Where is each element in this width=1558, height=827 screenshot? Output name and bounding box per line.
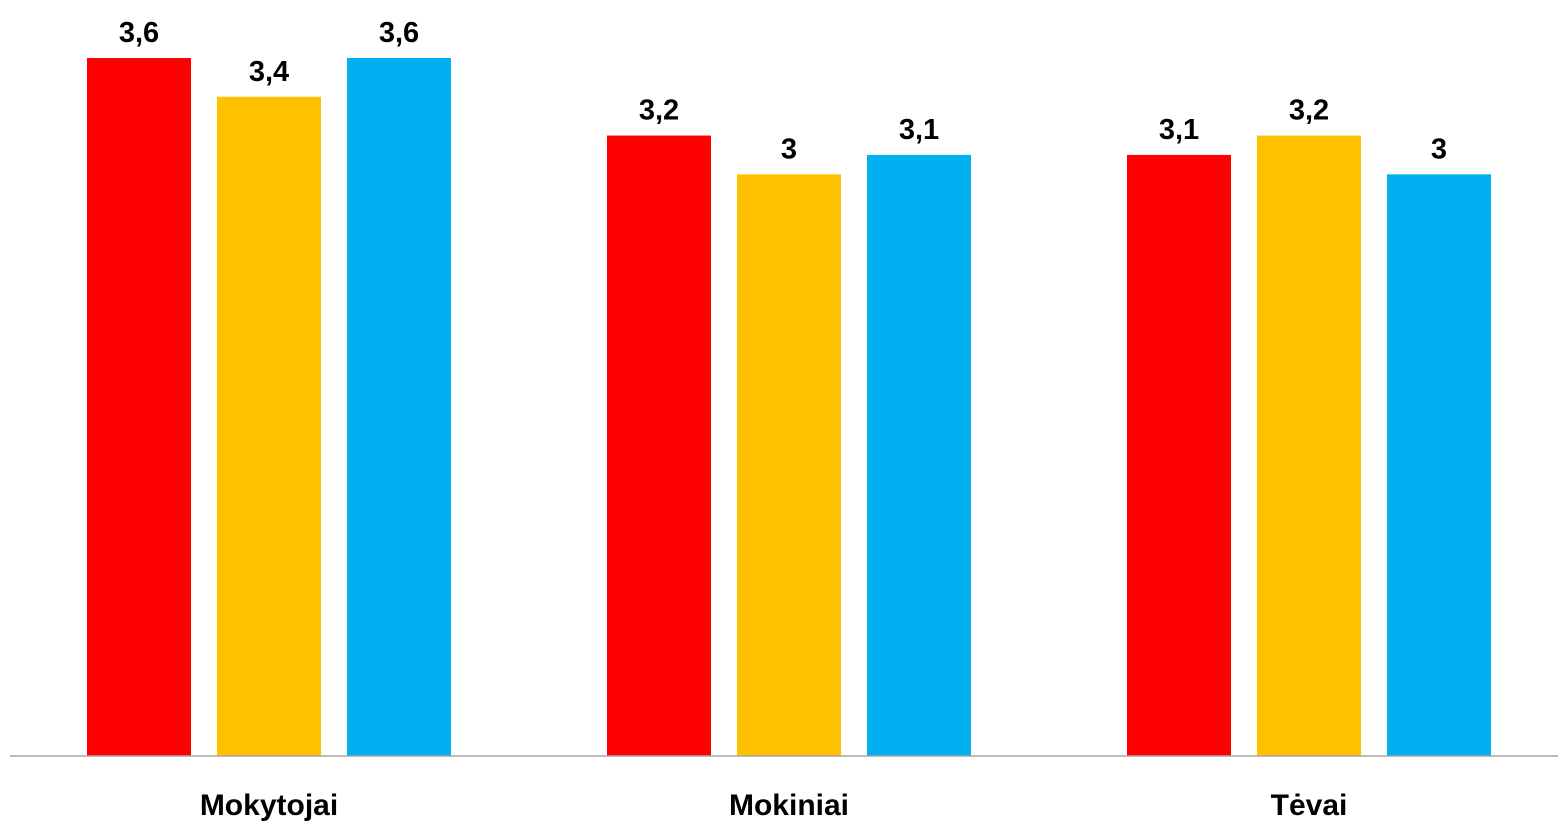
bar-mokytojai-1 bbox=[87, 58, 191, 756]
data-label: 3,1 bbox=[899, 114, 939, 146]
bar-tėvai-2 bbox=[1257, 135, 1361, 757]
data-label: 3 bbox=[1431, 133, 1447, 165]
data-label: 3,2 bbox=[639, 95, 679, 127]
bar-mokytojai-2 bbox=[217, 96, 321, 757]
x-tick-label: Mokiniai bbox=[729, 789, 849, 822]
data-label: 3,1 bbox=[1159, 114, 1199, 146]
bar-mokiniai-3 bbox=[867, 154, 971, 756]
data-label: 3,4 bbox=[249, 56, 289, 88]
data-label: 3,6 bbox=[119, 17, 159, 49]
bar-mokytojai-3 bbox=[347, 58, 451, 756]
bar-mokiniai-1 bbox=[607, 135, 711, 757]
data-label: 3,2 bbox=[1289, 95, 1329, 127]
data-labels-layer: 3,6 3,4 3,6 3,2 3 3,1 3,1 3,2 3 bbox=[119, 17, 1447, 165]
bar-tėvai-1 bbox=[1127, 154, 1231, 756]
bars-layer bbox=[87, 58, 1491, 757]
x-tick-label: Tėvai bbox=[1271, 789, 1348, 822]
x-tick-label: Mokytojai bbox=[200, 789, 338, 822]
data-label: 3 bbox=[781, 133, 797, 165]
bar-mokiniai-2 bbox=[737, 174, 841, 757]
x-tick-labels-layer: Mokytojai Mokiniai Tėvai bbox=[200, 789, 1348, 822]
data-label: 3,6 bbox=[379, 17, 419, 49]
bar-tėvai-3 bbox=[1387, 174, 1491, 757]
